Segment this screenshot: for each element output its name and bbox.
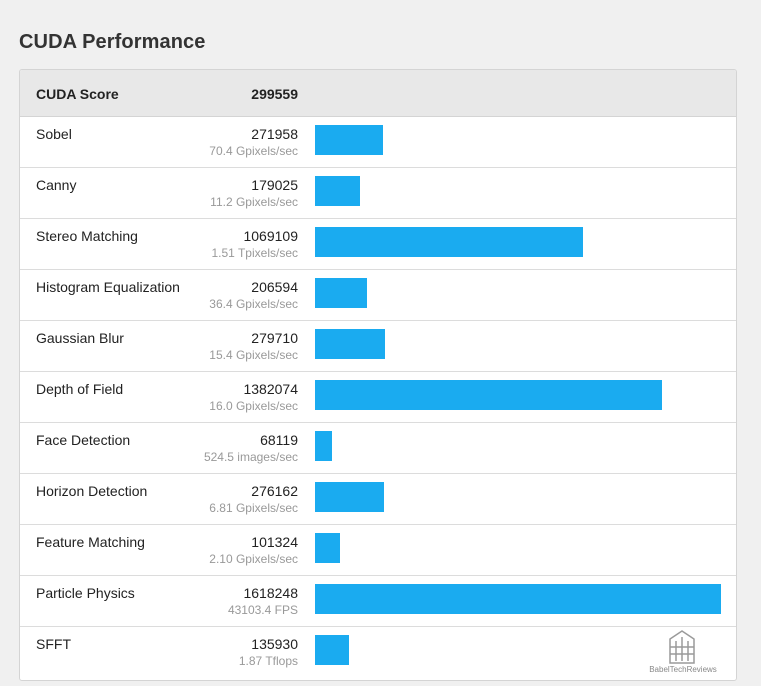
benchmark-rate: 43103.4 FPS: [227, 603, 298, 617]
benchmark-bar: [315, 584, 721, 614]
benchmark-name: Particle Physics: [36, 585, 135, 601]
benchmark-name: Canny: [36, 177, 77, 193]
benchmark-rate: 11.2 Gpixels/sec: [210, 195, 298, 209]
benchmark-bar: [315, 635, 349, 665]
benchmark-row: Stereo Matching 1069109 1.51 Tpixels/sec: [20, 219, 736, 270]
benchmark-name: Gaussian Blur: [36, 330, 124, 346]
benchmark-rate: 524.5 images/sec: [203, 450, 298, 464]
benchmark-bar: [315, 227, 583, 257]
benchmark-rate: 2.10 Gpixels/sec: [209, 552, 298, 566]
benchmark-row: Feature Matching 101324 2.10 Gpixels/sec: [20, 525, 736, 576]
benchmark-score: 179025: [251, 177, 298, 193]
benchmark-bar: [315, 482, 384, 512]
benchmark-name: SFFT: [36, 636, 71, 652]
benchmark-bar: [315, 431, 332, 461]
benchmark-rate: 15.4 Gpixels/sec: [209, 348, 298, 362]
benchmark-score: 1069109: [243, 228, 298, 244]
benchmark-bar: [315, 278, 367, 308]
benchmark-row: Canny 179025 11.2 Gpixels/sec: [20, 168, 736, 219]
benchmark-rate: 1.87 Tflops: [238, 654, 298, 668]
benchmark-rate: 1.51 Tpixels/sec: [211, 246, 299, 260]
benchmark-rate: 36.4 Gpixels/sec: [209, 297, 298, 311]
benchmark-row: Depth of Field 1382074 16.0 Gpixels/sec: [20, 372, 736, 423]
benchmark-row: Sobel 271958 70.4 Gpixels/sec: [20, 117, 736, 168]
table-header: CUDA Score 299559: [20, 70, 736, 117]
benchmark-row: Face Detection 68119 524.5 images/sec: [20, 423, 736, 474]
benchmark-bar: [315, 380, 662, 410]
benchmark-score: 135930: [251, 636, 298, 652]
benchmark-name: Sobel: [36, 126, 72, 142]
benchmark-bar: [315, 329, 385, 359]
benchmark-name: Histogram Equalization: [36, 279, 180, 295]
watermark-text: BabelTechReviews: [649, 665, 717, 674]
benchmark-bar: [315, 125, 383, 155]
benchmark-rate: 70.4 Gpixels/sec: [209, 144, 298, 158]
benchmark-rate: 6.81 Gpixels/sec: [209, 501, 298, 515]
benchmark-score: 1382074: [243, 381, 298, 397]
page-title: CUDA Performance: [19, 31, 206, 53]
benchmark-score: 276162: [251, 483, 298, 499]
benchmark-row: Histogram Equalization 206594 36.4 Gpixels…: [20, 270, 736, 321]
benchmark-name: Feature Matching: [36, 534, 145, 550]
building-logo-icon: [669, 630, 695, 664]
benchmark-row: Gaussian Blur 279710 15.4 Gpixels/sec: [20, 321, 736, 372]
benchmark-rate: 16.0 Gpixels/sec: [209, 399, 298, 413]
benchmark-row: SFFT 135930 1.87 Tflops: [20, 627, 736, 678]
benchmark-score: 1618248: [243, 585, 298, 601]
benchmark-score: 279710: [251, 330, 298, 346]
benchmark-score: 206594: [251, 279, 298, 295]
cuda-score-label: CUDA Score: [36, 86, 119, 102]
benchmark-bar: [315, 176, 360, 206]
benchmark-name: Depth of Field: [36, 381, 124, 397]
benchmark-name: Face Detection: [36, 432, 131, 448]
benchmark-row: Particle Physics 1618248 43103.4 FPS: [20, 576, 736, 627]
benchmark-row: Horizon Detection 276162 6.81 Gpixels/sec: [20, 474, 736, 525]
benchmark-score: 101324: [251, 534, 298, 550]
benchmark-rows: Sobel 271958 70.4 Gpixels/sec Canny 179025 11…: [20, 117, 736, 678]
cuda-results-table: CUDA Score 299559 Sobel 271958 70.4 Gpixel…: [19, 69, 737, 681]
benchmark-name: Horizon Detection: [36, 483, 148, 499]
benchmark-score: 68119: [260, 432, 298, 448]
babeltechreviews-watermark: BabelTechReviews: [648, 627, 718, 681]
cuda-score-value: 299559: [251, 86, 298, 102]
benchmark-name: Stereo Matching: [36, 228, 138, 244]
benchmark-bar: [315, 533, 340, 563]
benchmark-score: 271958: [251, 126, 298, 142]
